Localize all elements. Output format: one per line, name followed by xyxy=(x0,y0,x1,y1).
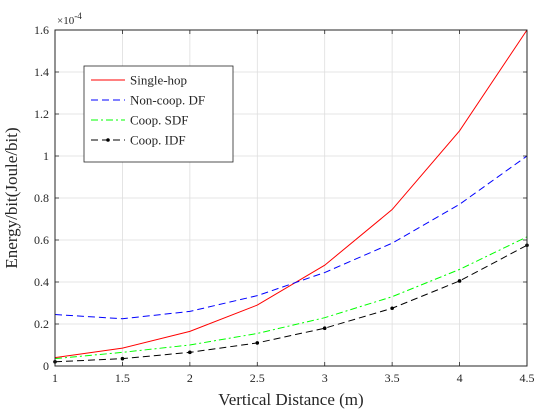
y-tick-label: 1.6 xyxy=(34,23,49,37)
y-tick-label: 1.2 xyxy=(34,107,49,121)
legend-items: Single-hop Non-coop. DF Coop. SDF Coop. IDF xyxy=(91,73,205,148)
y-exponent-label: ×10-4 xyxy=(57,11,82,27)
x-tick-label: 3.5 xyxy=(385,371,400,385)
y-tick-label: 0 xyxy=(43,359,49,373)
x-tick-label: 4.5 xyxy=(520,371,535,385)
y-tick-label: 1.4 xyxy=(34,65,49,79)
y-tick-label: 0.6 xyxy=(34,233,49,247)
y-tick-label: 0.4 xyxy=(34,275,49,289)
data-point-coop-idf xyxy=(390,306,394,311)
legend-label-non-coop-df: Non-coop. DF xyxy=(130,93,205,108)
series-line-non-coop-df xyxy=(54,155,528,320)
series-line-coop-sdf xyxy=(54,236,528,360)
y-tick-label: 0.2 xyxy=(34,317,49,331)
x-tick-label: 1 xyxy=(52,371,58,385)
legend-label-single-hop: Single-hop xyxy=(130,73,187,88)
axis-ticks xyxy=(54,29,528,367)
x-tick-label: 4 xyxy=(457,371,463,385)
legend-label-coop-sdf: Coop. SDF xyxy=(130,113,189,128)
x-tick-label: 2 xyxy=(187,371,193,385)
data-point-coop-idf xyxy=(457,279,462,283)
y-tick-label: 1 xyxy=(43,149,49,163)
series-line-single-hop xyxy=(54,29,528,359)
x-tick-label: 2.5 xyxy=(250,371,265,385)
data-point-coop-idf xyxy=(322,326,327,331)
legend: Single-hop Non-coop. DF Coop. SDF Coop. IDF xyxy=(83,65,234,163)
y-exponent-base: ×10 xyxy=(57,15,75,27)
data-point-coop-idf xyxy=(188,350,192,355)
x-tick-labels: 1 1.5 2 2.5 3 3.5 4 4.5 xyxy=(52,371,535,385)
x-tick-label: 1.5 xyxy=(115,371,130,385)
y-tick-labels: 0 0.2 0.4 0.6 0.8 1 1.2 1.4 1.6 xyxy=(34,23,49,373)
y-axis-title: Energy/bit(Joule/bit) xyxy=(2,127,21,268)
y-tick-label: 0.8 xyxy=(34,191,49,205)
x-tick-label: 3 xyxy=(322,371,328,385)
legend-label-coop-idf: Coop. IDF xyxy=(130,133,186,148)
data-point-coop-idf xyxy=(120,356,125,361)
legend-box xyxy=(83,65,234,163)
x-axis-title: Vertical Distance (m) xyxy=(218,390,363,409)
data-point-coop-idf xyxy=(255,341,260,345)
y-exponent-power: -4 xyxy=(74,11,82,21)
legend-marker-coop-idf xyxy=(106,138,110,142)
series-line-coop-idf xyxy=(54,244,528,363)
series-lines xyxy=(53,29,529,364)
